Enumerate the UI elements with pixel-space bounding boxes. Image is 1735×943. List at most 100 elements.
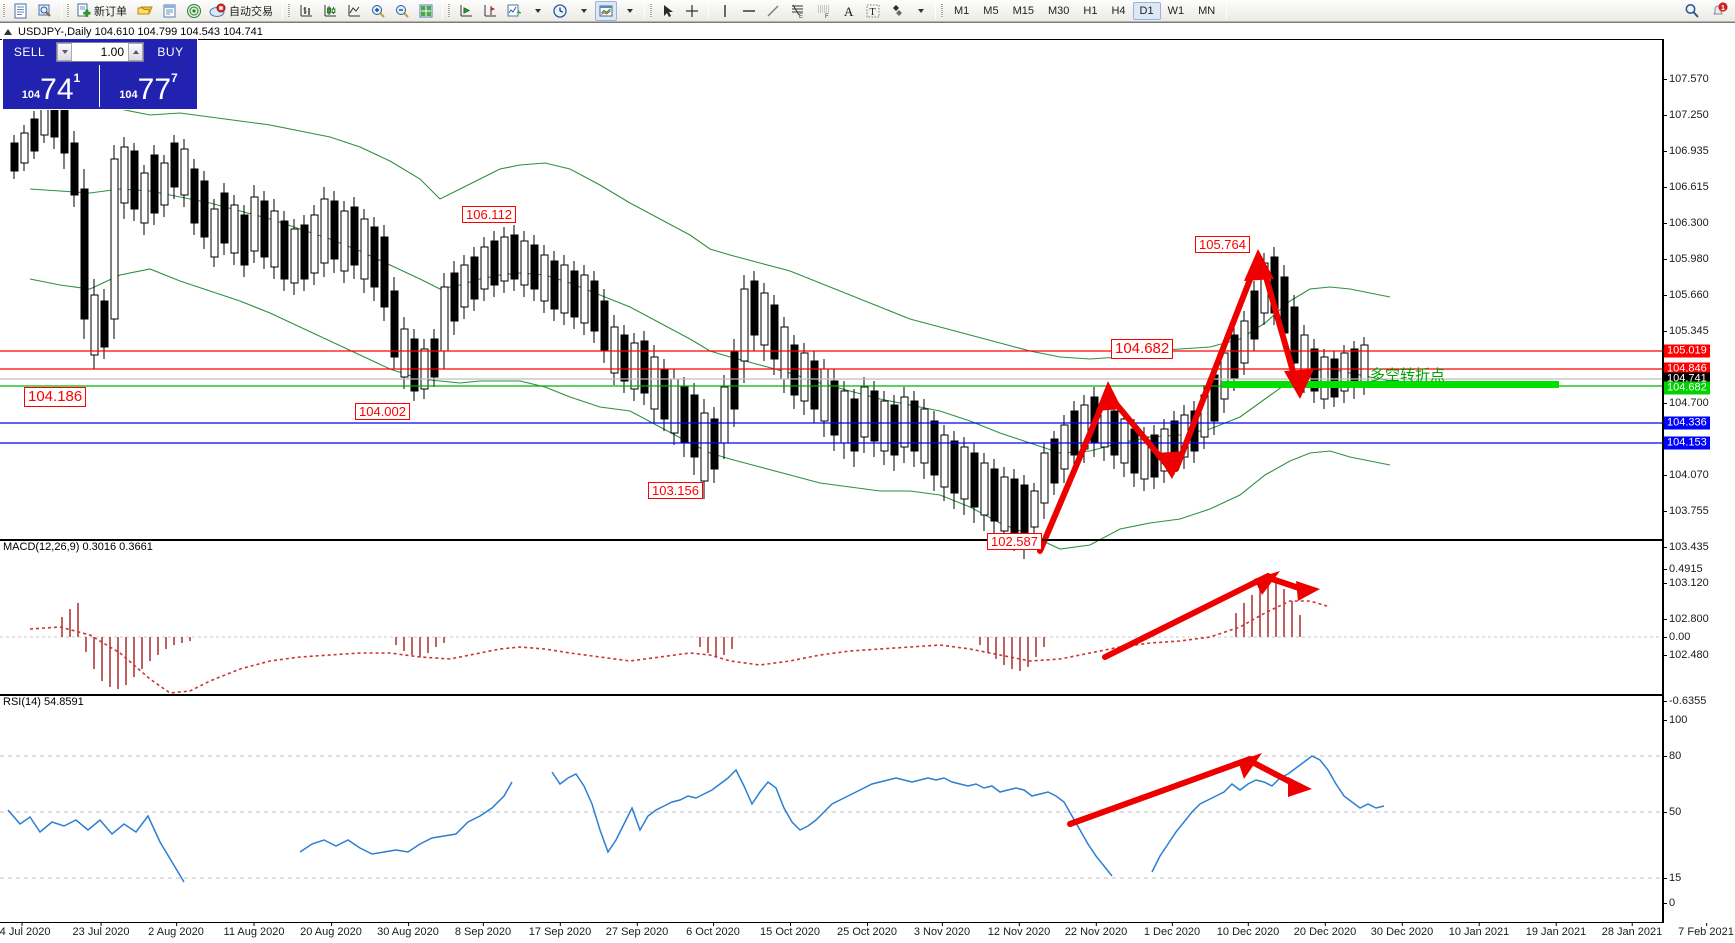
timeframe-m15[interactable]: M15 xyxy=(1012,4,1034,17)
text-a-icon[interactable]: A xyxy=(838,1,860,21)
pane-separator-macd-rsi-2 xyxy=(0,695,1663,696)
notifications-icon[interactable]: 1 xyxy=(1706,1,1732,21)
price-trend-arrows xyxy=(1037,256,1301,554)
shapes-dropdown-caret[interactable] xyxy=(910,1,930,21)
date-tick-7: 17 Sep 2020 xyxy=(528,923,592,938)
collapse-triangle-icon[interactable] xyxy=(4,29,12,35)
pane-separator-macd-rsi xyxy=(0,694,1663,695)
date-tick-6: 8 Sep 2020 xyxy=(454,923,512,938)
horizontal-line-icon[interactable] xyxy=(738,1,760,21)
yellow-folder-icon[interactable] xyxy=(133,1,157,21)
macd-signal-line xyxy=(29,600,1331,694)
price-tick-105-980: 105.980 xyxy=(1663,253,1709,265)
label-104-682[interactable]: 104.682 xyxy=(1111,339,1174,359)
bar-chart-icon[interactable] xyxy=(295,1,317,21)
sell-price-display[interactable]: 104 74 1 xyxy=(3,65,100,107)
clock-icon[interactable] xyxy=(549,1,571,21)
label-104-186[interactable]: 104.186 xyxy=(24,387,87,407)
vertical-line-icon[interactable] xyxy=(714,1,736,21)
shapes-icon[interactable] xyxy=(886,1,908,21)
price-badge-105-019[interactable]: 105.019 xyxy=(1664,344,1710,358)
trendline-icon[interactable] xyxy=(762,1,784,21)
sell-price-fraction: 1 xyxy=(73,71,81,85)
bull-bear-turning-point-note[interactable]: 多空转折点 xyxy=(1370,366,1446,384)
chart-shift-icon[interactable] xyxy=(455,1,477,21)
auto-scroll-icon[interactable] xyxy=(479,1,501,21)
volume-stepper[interactable]: 1.00 xyxy=(56,42,144,62)
timeframe-h1[interactable]: H1 xyxy=(1083,4,1098,17)
buy-price-pips: 77 xyxy=(137,73,172,106)
date-tick-14: 22 Nov 2020 xyxy=(1064,923,1128,938)
buy-price-display[interactable]: 104 77 7 xyxy=(100,65,197,107)
toolbar-grip-3[interactable] xyxy=(287,2,292,19)
price-axis[interactable]: 107.570 107.250 106.935 106.615 106.300 … xyxy=(1662,39,1735,923)
toolbar-grip[interactable] xyxy=(2,2,7,19)
templates-icon[interactable] xyxy=(595,0,617,21)
date-tick-8: 27 Sep 2020 xyxy=(605,923,669,938)
cursor-icon[interactable] xyxy=(657,1,679,21)
toolbar-grip-6[interactable] xyxy=(940,2,945,19)
macd-pane xyxy=(0,581,1663,694)
label-105-764[interactable]: 105.764 xyxy=(1195,236,1250,253)
price-axis-divider xyxy=(1663,39,1664,923)
text-label-icon[interactable]: T xyxy=(862,1,884,21)
crosshair-icon[interactable] xyxy=(681,1,703,21)
timeframe-m1[interactable]: M1 xyxy=(954,4,970,17)
zoom-in-icon[interactable] xyxy=(367,1,389,21)
volume-increment-icon[interactable] xyxy=(128,43,143,61)
rsi-tick-80: 80 xyxy=(1662,750,1682,762)
toolbar-grip-4[interactable] xyxy=(447,2,452,19)
date-tick-10: 15 Oct 2020 xyxy=(760,923,820,938)
data-window-icon[interactable] xyxy=(34,1,56,21)
toolbar-grip-2[interactable] xyxy=(66,2,71,19)
price-badge-104-682[interactable]: 104.682 xyxy=(1664,381,1710,395)
line-chart-icon[interactable] xyxy=(343,1,365,21)
timeframe-h4[interactable]: H4 xyxy=(1111,4,1126,17)
timeframe-m5[interactable]: M5 xyxy=(983,4,999,17)
volume-input[interactable]: 1.00 xyxy=(100,45,124,59)
tile-windows-icon[interactable] xyxy=(415,1,437,21)
label-103-156[interactable]: 103.156 xyxy=(648,482,703,499)
terminal-icon[interactable] xyxy=(10,1,32,21)
fibonacci-retracement-icon[interactable]: E xyxy=(786,1,810,21)
metaeditor-icon[interactable] xyxy=(159,1,181,21)
one-click-trading-panel[interactable]: SELL 1.00 BUY 104 74 1 104 77 7 xyxy=(2,38,198,110)
date-axis[interactable]: 14 Jul 2020 23 Jul 2020 2 Aug 2020 11 Au… xyxy=(0,923,1734,943)
price-badge-104-336[interactable]: 104.336 xyxy=(1664,416,1710,430)
chart-canvas-area[interactable]: USDJPY-,Daily 104.610 104.799 104.543 10… xyxy=(0,22,1735,943)
timeframe-w1[interactable]: W1 xyxy=(1167,4,1185,17)
price-tick-105-660: 105.660 xyxy=(1663,289,1709,301)
pane-separator-price-macd-2 xyxy=(0,540,1663,541)
templates-dropdown-caret[interactable] xyxy=(619,1,639,21)
rsi-tick-50: 50 xyxy=(1662,806,1682,818)
buy-button[interactable]: BUY xyxy=(157,45,184,59)
channel-icon[interactable]: F xyxy=(812,1,836,21)
price-tick-103-120: 103.120 xyxy=(1663,577,1709,589)
sell-button[interactable]: SELL xyxy=(13,45,46,59)
price-badge-104-153[interactable]: 104.153 xyxy=(1664,436,1710,450)
candlestick-chart-icon[interactable] xyxy=(319,1,341,21)
timeframe-m30[interactable]: M30 xyxy=(1047,4,1070,17)
buy-price-fraction: 7 xyxy=(171,71,178,85)
trade-panel-prices: 104 74 1 104 77 7 xyxy=(3,65,197,107)
signals-icon[interactable] xyxy=(183,1,205,21)
periods-dropdown-caret[interactable] xyxy=(573,1,593,21)
label-104-002[interactable]: 104.002 xyxy=(355,403,410,420)
date-tick-2: 2 Aug 2020 xyxy=(148,923,204,938)
zoom-out-icon[interactable] xyxy=(391,1,413,21)
auto-trading-button[interactable]: 自动交易 xyxy=(207,1,277,21)
indicators-icon[interactable] xyxy=(503,1,525,21)
new-order-button[interactable]: 新订单 xyxy=(74,1,131,21)
svg-text:A: A xyxy=(844,4,854,19)
timeframe-mn[interactable]: MN xyxy=(1198,4,1216,17)
price-badge-104-846[interactable]: 104.846 xyxy=(1664,362,1710,376)
volume-decrement-icon[interactable] xyxy=(57,43,72,61)
label-102-587[interactable]: 102.587 xyxy=(987,533,1042,550)
search-icon[interactable] xyxy=(1680,1,1704,21)
timeframe-d1[interactable]: D1 xyxy=(1132,1,1161,20)
toolbar-grip-5[interactable] xyxy=(649,2,654,19)
chart-symbol-header: USDJPY-,Daily 104.610 104.799 104.543 10… xyxy=(0,25,263,39)
label-106-112[interactable]: 106.112 xyxy=(462,206,517,223)
macd-arrowheads xyxy=(1254,571,1320,601)
indicators-dropdown-caret[interactable] xyxy=(527,1,547,21)
